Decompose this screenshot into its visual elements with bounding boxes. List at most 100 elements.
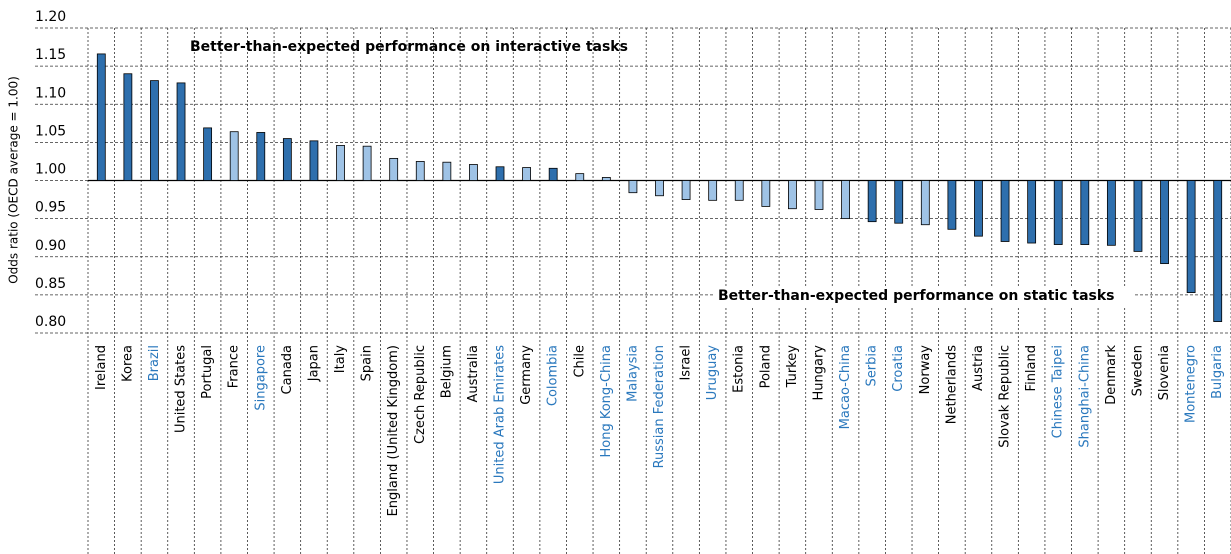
x-tick-label: Belgium bbox=[439, 345, 454, 398]
bar bbox=[1160, 180, 1169, 265]
bar bbox=[947, 180, 957, 230]
x-tick-label: Japan bbox=[306, 345, 321, 382]
y-tick-label: 0.80 bbox=[35, 314, 66, 330]
x-tick-label: Spain bbox=[360, 345, 375, 381]
x-tick-label: Finland bbox=[1024, 345, 1039, 391]
annotation-bold: interactive tasks bbox=[495, 39, 628, 55]
x-tick-label: Montenegro bbox=[1184, 345, 1199, 423]
x-tick-label: Poland bbox=[758, 345, 773, 388]
x-tick-label: Chinese Taipei bbox=[1051, 345, 1066, 438]
bar bbox=[1000, 180, 1010, 242]
x-tick-label: United States bbox=[174, 345, 189, 433]
x-tick-label: Turkey bbox=[785, 345, 800, 389]
x-tick-label: Austria bbox=[971, 345, 986, 391]
bar bbox=[814, 180, 824, 210]
bar bbox=[415, 161, 425, 181]
bar bbox=[469, 164, 478, 181]
bar bbox=[761, 180, 771, 207]
x-tick-label: Serbia bbox=[865, 345, 880, 386]
bar bbox=[282, 138, 292, 181]
bar bbox=[601, 177, 611, 181]
bar bbox=[309, 140, 319, 181]
x-tick-label: Hong Kong-China bbox=[599, 345, 614, 458]
bar bbox=[203, 127, 213, 181]
x-tick-label: Chile bbox=[572, 345, 587, 378]
x-tick-label: Colombia bbox=[546, 345, 561, 406]
x-tick-label: Korea bbox=[120, 345, 135, 382]
bar bbox=[1053, 180, 1063, 245]
bar bbox=[362, 145, 372, 181]
x-tick-label: France bbox=[227, 345, 242, 388]
bar bbox=[894, 180, 904, 224]
x-tick-label: England (United Kingdom) bbox=[386, 345, 401, 516]
y-tick-label: 1.20 bbox=[35, 9, 66, 25]
x-tick-label: Croatia bbox=[891, 345, 906, 392]
bar bbox=[1133, 180, 1143, 252]
bar bbox=[522, 167, 531, 181]
bar bbox=[229, 131, 239, 181]
bar bbox=[1027, 180, 1037, 244]
x-tick-label: Brazil bbox=[147, 345, 162, 381]
x-tick-label: Germany bbox=[519, 345, 534, 405]
bar bbox=[96, 53, 106, 181]
bar bbox=[628, 180, 638, 194]
x-tick-label: Portugal bbox=[200, 345, 215, 399]
bar bbox=[708, 180, 718, 201]
x-tick-label: Hungary bbox=[811, 345, 826, 401]
bar bbox=[867, 180, 877, 223]
y-axis-label: Odds ratio (OECD average = 1.00) bbox=[7, 76, 21, 284]
annotation-text: Better-than-expected performance on bbox=[190, 39, 495, 55]
bar bbox=[150, 80, 159, 181]
y-tick-label: 0.85 bbox=[35, 276, 66, 292]
bar bbox=[495, 166, 505, 181]
x-tick-label: Norway bbox=[918, 345, 933, 395]
bar bbox=[655, 180, 664, 197]
bar bbox=[123, 73, 133, 181]
annotation-bold: static tasks bbox=[1023, 288, 1114, 304]
x-tick-label: Estonia bbox=[732, 345, 747, 393]
bar bbox=[548, 167, 558, 181]
bar bbox=[1213, 180, 1223, 322]
bar bbox=[974, 180, 983, 237]
annotation: Better-than-expected performance on inte… bbox=[190, 39, 628, 55]
x-tick-label: United Arab Emirates bbox=[493, 345, 508, 484]
bar bbox=[1186, 180, 1196, 293]
bar bbox=[176, 82, 186, 181]
bar bbox=[1106, 180, 1116, 246]
y-tick-label: 0.90 bbox=[35, 238, 66, 254]
bar bbox=[389, 157, 399, 181]
x-tick-label: Denmark bbox=[1104, 345, 1119, 405]
x-tick-label: Ireland bbox=[94, 345, 109, 390]
bar bbox=[788, 180, 797, 210]
bar bbox=[1080, 180, 1090, 245]
bar bbox=[256, 132, 266, 181]
x-tick-label: Czech Republic bbox=[413, 345, 428, 444]
x-tick-label: Israel bbox=[679, 345, 694, 381]
x-tick-label: Malaysia bbox=[625, 345, 640, 402]
bar bbox=[681, 180, 691, 200]
x-tick-label: Singapore bbox=[253, 345, 268, 411]
y-tick-label: 1.10 bbox=[35, 85, 66, 101]
bar bbox=[442, 161, 452, 181]
y-tick-label: 1.00 bbox=[35, 162, 66, 178]
bar bbox=[841, 180, 850, 220]
bar bbox=[734, 180, 744, 201]
annotation-text: Better-than-expected performance on bbox=[718, 288, 1023, 304]
x-tick-label: Netherlands bbox=[944, 345, 959, 424]
x-tick-label: Bulgaria bbox=[1210, 345, 1225, 399]
x-tick-label: Shanghai-China bbox=[1077, 345, 1092, 448]
x-tick-label: Slovak Republic bbox=[998, 345, 1013, 448]
annotation: Better-than-expected performance on stat… bbox=[718, 288, 1115, 304]
y-tick-label: 1.15 bbox=[35, 47, 66, 63]
x-tick-label: Macao-China bbox=[838, 345, 853, 429]
x-tick-label: Slovenia bbox=[1157, 345, 1172, 400]
x-tick-label: Sweden bbox=[1130, 345, 1145, 396]
x-tick-label: Italy bbox=[333, 345, 348, 374]
bar bbox=[336, 145, 345, 181]
x-tick-label: Australia bbox=[466, 345, 481, 403]
bar bbox=[575, 173, 585, 181]
bar bbox=[920, 180, 930, 226]
y-tick-label: 1.05 bbox=[35, 123, 66, 139]
x-tick-label: Uruguay bbox=[705, 345, 720, 401]
